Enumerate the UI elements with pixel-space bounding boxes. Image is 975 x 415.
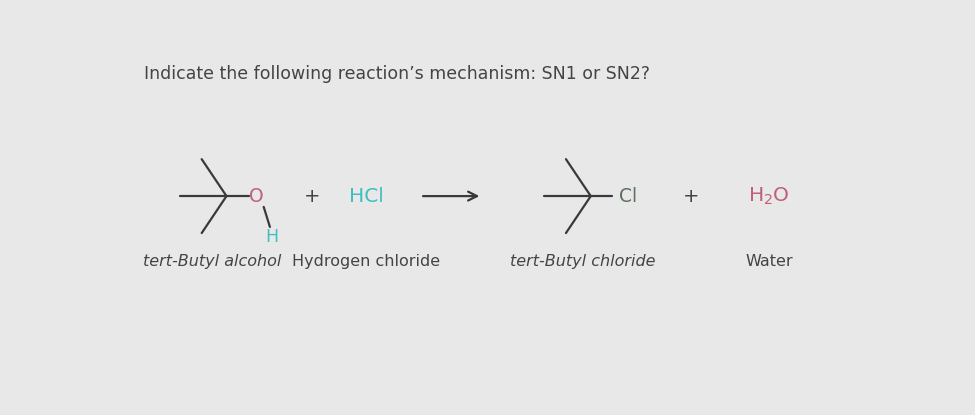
Text: +: + bbox=[683, 187, 700, 205]
Text: HCl: HCl bbox=[349, 187, 383, 205]
Text: Cl: Cl bbox=[619, 187, 637, 205]
Text: +: + bbox=[303, 187, 320, 205]
Text: O: O bbox=[249, 187, 263, 205]
Text: Water: Water bbox=[745, 254, 793, 269]
Text: $\mathregular{H_2O}$: $\mathregular{H_2O}$ bbox=[748, 186, 790, 207]
Text: Indicate the following reaction’s mechanism: SN1 or SN2?: Indicate the following reaction’s mechan… bbox=[143, 65, 649, 83]
Text: tert-Butyl chloride: tert-Butyl chloride bbox=[510, 254, 656, 269]
Text: Hydrogen chloride: Hydrogen chloride bbox=[292, 254, 440, 269]
Text: H: H bbox=[265, 228, 278, 246]
Text: tert-Butyl alcohol: tert-Butyl alcohol bbox=[143, 254, 282, 269]
